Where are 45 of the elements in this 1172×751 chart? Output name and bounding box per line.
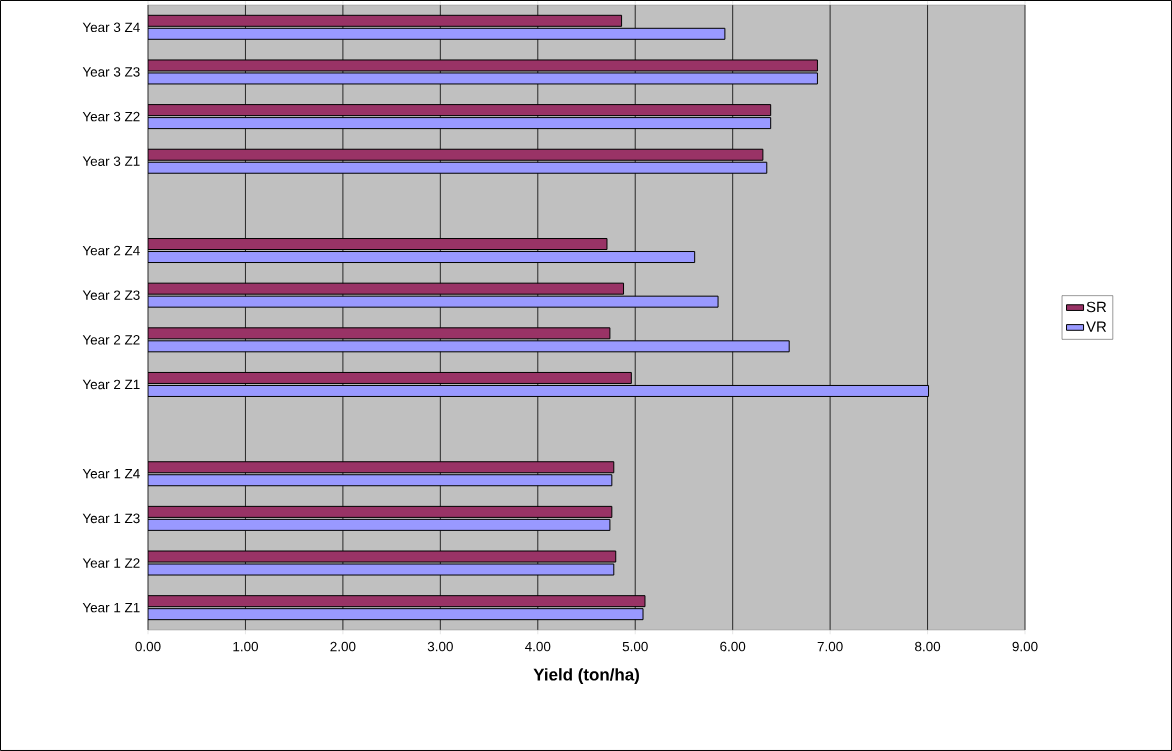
y-tick-label: Year 3 Z1 <box>82 156 140 166</box>
y-tick-label: Year 2 Z1 <box>82 379 140 390</box>
bar <box>148 371 632 384</box>
x-tick-label: 5.00 <box>622 641 648 652</box>
bar <box>148 161 768 174</box>
y-tick-label: Year 2 Z4 <box>82 245 140 256</box>
bar <box>148 148 764 161</box>
x-tick-label: 3.00 <box>427 641 453 652</box>
y-tick-label: Year 2 Z2 <box>82 335 140 345</box>
x-tick-label: 1.00 <box>233 641 259 652</box>
bar <box>148 104 772 117</box>
x-axis-title: Yield (ton/ha) <box>533 668 639 684</box>
bar <box>148 327 611 340</box>
bar <box>148 251 696 264</box>
bar <box>148 340 790 353</box>
y-tick-label: Year 1 Z1 <box>82 602 140 613</box>
bar <box>148 518 611 531</box>
y-tick-label: Year 3 Z4 <box>82 22 140 33</box>
y-tick-label: Year 1 Z2 <box>82 558 140 568</box>
x-tick-label: 9.00 <box>1012 641 1038 652</box>
y-tick-label: Year 3 Z3 <box>82 67 140 77</box>
bar <box>148 238 608 251</box>
x-tick-label: 4.00 <box>525 641 551 652</box>
bar <box>148 474 613 487</box>
bar <box>148 608 644 621</box>
x-tick-label: 8.00 <box>915 641 941 652</box>
bar <box>148 595 646 608</box>
bar <box>148 505 613 518</box>
bar <box>148 295 719 308</box>
legend-label: SR <box>1086 301 1107 313</box>
y-tick-label: Year 1 Z3 <box>82 513 140 524</box>
y-tick-label: Year 3 Z2 <box>82 111 140 122</box>
y-tick-label: Year 2 Z3 <box>82 290 140 300</box>
x-tick-label: 7.00 <box>817 641 843 652</box>
bar <box>148 461 615 474</box>
bar <box>148 14 623 27</box>
bar <box>148 117 772 130</box>
y-tick-label: Year 1 Z4 <box>82 469 140 479</box>
bar <box>148 282 625 295</box>
x-tick-label: 2.00 <box>330 641 356 652</box>
bar <box>148 27 726 40</box>
x-tick-label: 6.00 <box>720 641 746 652</box>
x-tick-label: 0.00 <box>135 641 161 652</box>
bar <box>148 384 930 397</box>
legend-label: VR <box>1086 321 1107 332</box>
